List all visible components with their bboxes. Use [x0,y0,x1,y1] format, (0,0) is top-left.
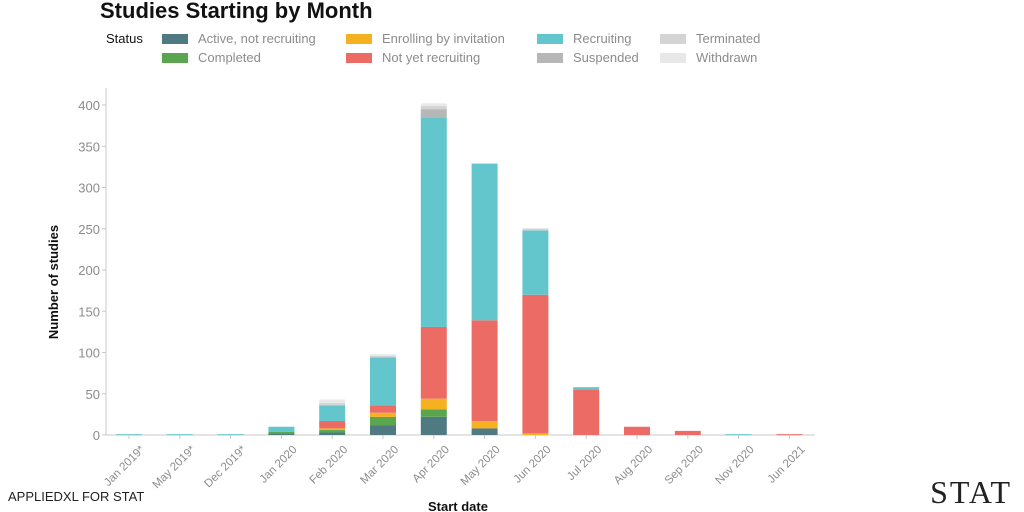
legend-swatch [346,33,372,44]
legend-label: Not yet recruiting [382,50,481,65]
x-tick-label: Feb 2020 [308,444,351,487]
bar-segment-not-yet-recruiting [624,426,650,435]
bar-segment-completed [420,409,447,417]
bar-segment-not-yet-recruiting [674,430,701,435]
legend-label: Suspended [573,50,639,65]
x-tick-label: Sep 2020 [663,444,706,487]
bar-segment-suspended [420,109,447,118]
bar-segment-recruiting [522,230,549,295]
legend-swatch [346,52,372,63]
legend-item-terminated: Terminated [660,31,760,46]
bar-segment-terminated [370,355,396,358]
bar-segment-not-yet-recruiting [420,326,447,399]
bar-segment-not-yet-recruiting [573,389,600,435]
legend-label: Recruiting [573,31,632,46]
x-tick-label: Jun 2021 [766,444,808,486]
legend-item-withdrawn: Withdrawn [660,50,757,65]
y-tick-label: 350 [78,139,100,154]
bar-segment-completed [268,431,295,434]
y-tick-label: 250 [78,222,100,237]
legend-label: Completed [198,50,261,65]
bar-segment-terminated [319,402,346,406]
bar-segment-withdrawn [370,354,396,356]
legend-item-recruiting: Recruiting [537,31,632,46]
x-tick-label: Nov 2020 [714,444,757,487]
bar-segment-enrolling-by-invitation [471,420,498,429]
legend-label: Terminated [696,31,761,46]
bar-segment-completed [319,430,346,433]
y-axis-title: Number of studies [46,225,61,339]
bar-segment-recruiting [166,434,193,436]
bar-segment-enrolling-by-invitation [370,412,396,417]
x-tick-label: Jun 2020 [512,444,554,486]
legend-item-completed: Completed [162,50,261,65]
bar-segment-not-yet-recruiting [776,434,803,436]
x-tick-label: Dec 2019* [202,443,249,490]
bar-segment-recruiting [319,405,346,421]
legend-item-enrolling-by-invitation: Enrolling by invitation [346,31,505,46]
bar-segment-enrolling-by-invitation [522,433,549,435]
bar-segment-active-not-recruiting [420,416,447,435]
legend-swatch [537,33,563,44]
legend-swatch [660,52,686,63]
y-tick-label: 0 [93,428,100,443]
bar-segment-not-yet-recruiting [522,294,549,434]
bar-segment-terminated [420,105,447,110]
bar-segment-enrolling-by-invitation [420,398,447,410]
legend-title: Status [106,31,143,46]
bar-segment-recruiting [268,426,295,432]
stat-logo: STAT [930,474,1012,510]
chart-title: Studies Starting by Month [100,0,373,23]
bar-segment-completed [370,416,396,426]
bar-segment-not-yet-recruiting [471,320,498,421]
bar-segment-active-not-recruiting [268,433,295,435]
bar-segment-recruiting [116,434,142,436]
legend-item-suspended: Suspended [537,50,639,65]
legend-swatch [537,52,563,63]
x-tick-label: Mar 2020 [358,444,401,487]
bar-segment-terminated [522,228,549,231]
bar-segment-withdrawn [420,103,447,106]
legend-label: Active, not recruiting [198,31,316,46]
y-tick-label: 400 [78,98,100,113]
x-tick-label: Aug 2020 [612,444,655,487]
legend-item-active-not-recruiting: Active, not recruiting [162,31,316,46]
bar-segment-active-not-recruiting [471,428,498,435]
legend-label: Withdrawn [696,50,758,65]
x-tick-label: Jan 2019* [102,443,147,488]
y-tick-label: 150 [78,304,100,319]
bar-segment-recruiting [420,117,447,327]
x-tick-label: May 2019* [151,443,199,491]
legend-swatch [660,33,686,44]
legend-item-not-yet-recruiting: Not yet recruiting [346,50,480,65]
bar-segment-withdrawn [522,227,549,229]
x-axis-title: Start date [428,499,488,512]
bar-segment-recruiting [471,163,498,321]
x-tick-label: Jan 2020 [258,444,300,486]
legend-swatch [162,33,188,44]
bar-segment-active-not-recruiting [319,432,346,435]
x-tick-label: Jul 2020 [565,444,604,483]
x-tick-label: May 2020 [459,444,503,488]
bar-segment-recruiting [217,434,244,436]
bar-segment-recruiting [573,387,600,390]
bar-segment-active-not-recruiting [370,425,396,435]
bar-segment-not-yet-recruiting [319,420,346,429]
bar-segment-withdrawn [319,399,346,403]
legend-label: Enrolling by invitation [382,31,505,46]
y-tick-label: 100 [78,346,100,361]
bar-segment-not-yet-recruiting [370,405,396,413]
y-tick-label: 50 [86,387,100,402]
bar-segment-enrolling-by-invitation [319,428,346,431]
legend-swatch [162,52,188,63]
credit-text: APPLIEDXL FOR STAT [8,489,145,504]
y-tick-label: 300 [78,181,100,196]
bar-segment-recruiting [370,357,396,406]
bar-segment-recruiting [725,434,752,436]
x-tick-label: Apr 2020 [411,444,452,485]
y-tick-label: 200 [78,263,100,278]
